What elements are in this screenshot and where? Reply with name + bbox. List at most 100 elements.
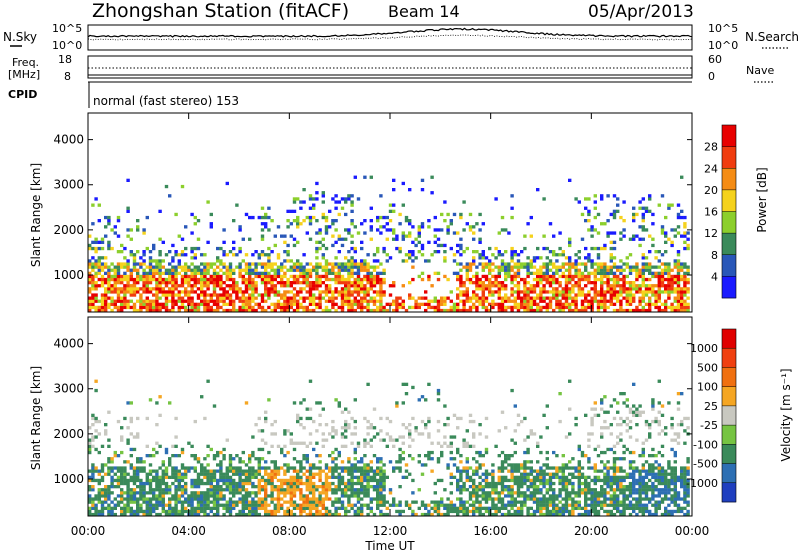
data-cell <box>292 219 297 223</box>
data-cell <box>145 475 149 479</box>
data-cell <box>574 271 578 275</box>
data-cell <box>334 432 338 436</box>
data-cell <box>622 268 626 272</box>
data-cell <box>436 392 441 396</box>
data-cell <box>308 237 313 241</box>
data-cell <box>187 500 191 504</box>
data-cell <box>552 290 556 294</box>
data-cell <box>574 475 578 479</box>
data-cell <box>196 265 201 269</box>
data-cell <box>257 302 261 306</box>
data-cell <box>491 478 495 483</box>
data-cell <box>299 491 303 495</box>
data-cell <box>481 268 485 272</box>
data-cell <box>270 512 274 517</box>
data-cell <box>548 222 553 226</box>
data-cell <box>516 512 521 517</box>
data-cell <box>456 469 460 473</box>
data-cell <box>686 281 690 285</box>
data-cell <box>286 299 290 303</box>
data-cell <box>401 441 405 445</box>
data-cell <box>516 469 521 473</box>
data-cell <box>110 466 114 470</box>
data-cell <box>436 478 441 483</box>
data-cell <box>459 485 463 489</box>
data-cell <box>363 262 367 266</box>
data-cell <box>180 494 185 498</box>
data-cell <box>97 472 101 476</box>
data-cell <box>260 466 265 470</box>
data-cell <box>190 481 194 486</box>
data-cell <box>334 274 338 279</box>
data-cell <box>318 274 322 279</box>
data-cell <box>132 481 137 486</box>
data-cell <box>574 265 578 269</box>
data-cell <box>206 506 210 510</box>
data-cell <box>200 491 204 495</box>
data-cell <box>545 466 549 470</box>
data-cell <box>206 268 210 272</box>
data-cell <box>478 475 482 479</box>
data-cell <box>289 305 293 310</box>
data-cell <box>609 293 613 297</box>
data-cell <box>660 268 665 272</box>
data-cell <box>484 308 489 313</box>
data-cell <box>529 265 533 269</box>
data-cell <box>558 509 562 514</box>
data-cell <box>337 268 341 272</box>
data-cell <box>638 225 642 229</box>
data-cell <box>184 281 188 285</box>
power-colorbar-label: Power [dB] <box>755 167 769 232</box>
data-cell <box>644 277 649 282</box>
data-cell <box>203 512 207 517</box>
data-cell <box>142 491 146 495</box>
data-cell <box>190 506 194 510</box>
data-cell <box>648 299 652 303</box>
data-cell <box>308 469 313 473</box>
data-cell <box>318 290 322 294</box>
data-cell <box>436 228 441 232</box>
data-cell <box>459 491 463 495</box>
data-cell <box>347 265 351 269</box>
data-cell <box>270 308 274 313</box>
data-cell <box>116 419 121 424</box>
data-cell <box>193 469 197 473</box>
data-cell <box>97 497 101 501</box>
data-cell <box>347 268 351 272</box>
data-cell <box>145 215 149 220</box>
data-cell <box>347 305 351 310</box>
data-cell <box>225 302 229 306</box>
data-cell <box>536 302 540 306</box>
data-cell <box>344 509 348 514</box>
data-cell <box>334 512 338 517</box>
data-cell <box>97 478 101 483</box>
data-cell <box>507 457 511 461</box>
data-cell <box>180 277 185 282</box>
data-cell <box>481 256 485 260</box>
data-cell <box>356 481 361 486</box>
data-cell <box>545 262 549 266</box>
data-cell <box>331 197 335 201</box>
data-cell <box>513 277 517 282</box>
data-cell <box>97 240 101 244</box>
data-cell <box>510 469 514 473</box>
data-cell <box>488 287 492 291</box>
data-cell <box>401 299 405 303</box>
data-cell <box>536 441 540 445</box>
data-cell <box>660 253 665 257</box>
data-cell <box>302 271 306 275</box>
data-cell <box>382 281 386 285</box>
data-cell <box>395 299 399 303</box>
data-cell <box>673 308 677 313</box>
data-cell <box>100 509 105 514</box>
data-cell <box>257 500 261 504</box>
data-cell <box>155 262 159 266</box>
data-cell <box>152 299 156 303</box>
data-cell <box>180 463 185 467</box>
data-cell <box>443 441 447 445</box>
data-cell <box>500 478 505 483</box>
data-cell <box>168 485 172 489</box>
data-cell <box>436 299 441 303</box>
data-cell <box>228 308 233 313</box>
data-cell <box>513 441 517 445</box>
